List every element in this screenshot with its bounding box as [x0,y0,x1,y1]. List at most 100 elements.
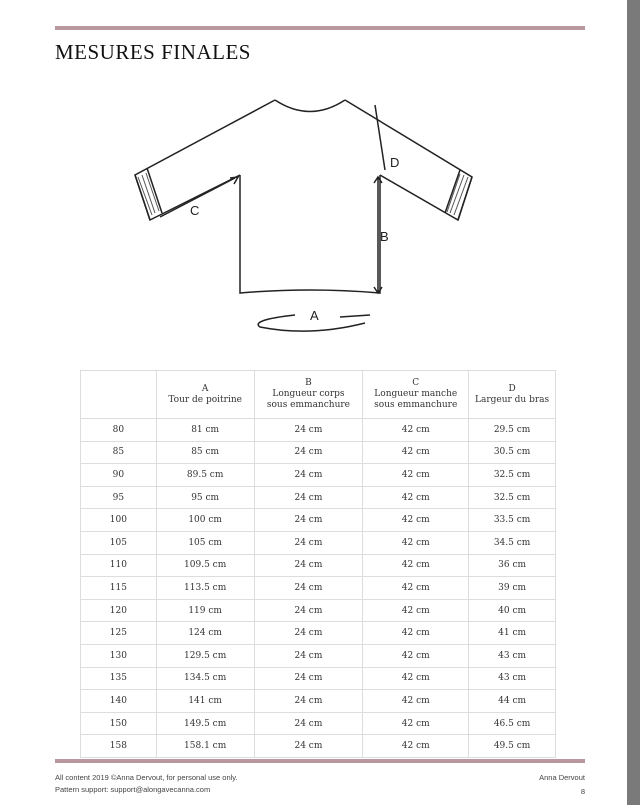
measurement-cell: 32.5 cm [468,463,556,487]
table-row: 110 109.5 cm 24 cm 42 cm 36 cm [80,553,556,578]
label-c: C [190,203,199,218]
measurement-cell: 24 cm [253,598,364,623]
table-row: 130 129.5 cm 24 cm 42 cm 43 cm [80,643,556,668]
table-row: 85 85 cm 24 cm 42 cm 30.5 cm [80,440,556,465]
measurement-cell: 24 cm [253,689,364,713]
measurement-cell: 24 cm [253,666,364,691]
size-cell: 150 [80,711,157,736]
footer-support: Pattern support: support@alongavecanna.c… [55,785,211,794]
measurement-cell: 42 cm [362,576,470,600]
measurement-cell: 32.5 cm [468,485,556,510]
arrow-b [373,175,383,295]
page-number: 8 [580,787,585,796]
footer-author: Anna Dervout [539,773,585,782]
column-header-line2: sous emmanchure [374,400,458,410]
measurement-cell: 42 cm [362,553,470,578]
table-row: 140 141 cm 24 cm 42 cm 44 cm [80,689,556,713]
right-sleeve [344,99,473,222]
size-cell: 135 [80,666,157,691]
measurement-cell: 24 cm [253,530,364,555]
measurement-cell: 42 cm [362,689,470,713]
arrow-a [257,314,366,332]
size-cell: 130 [80,643,157,668]
column-header: C Longueur manche sous emmanchure [362,370,470,419]
measurement-cell: 105 cm [155,530,255,555]
page-title: MESURES FINALES [55,40,251,64]
table-row: 150 149.5 cm 24 cm 42 cm 46.5 cm [80,711,556,736]
measurement-cell: 24 cm [253,463,364,487]
column-header-line1: Tour de poitrine [168,394,242,405]
measurement-cell: 43 cm [468,666,556,691]
measurement-cell: 42 cm [362,734,470,758]
measurement-cell: 42 cm [362,530,470,555]
footer-copyright: All content 2019 ©Anna Dervout, for pers… [55,773,238,782]
measurement-cell: 109.5 cm [155,553,255,578]
measurement-cell: 24 cm [253,508,364,532]
table-row: 90 89.5 cm 24 cm 42 cm 32.5 cm [80,463,556,487]
arrow-d [374,104,386,171]
size-cell: 140 [80,689,157,713]
measurement-cell: 42 cm [362,463,470,487]
column-header: D Largeur du bras [468,370,556,419]
size-cell: 105 [80,530,157,555]
size-cell: 100 [80,508,157,532]
measurement-cell: 113.5 cm [155,576,255,600]
measurement-cell: 49.5 cm [468,734,556,758]
sweater-neckline [274,99,346,113]
measurement-cell: 42 cm [362,440,470,465]
column-header: B Longueur corps sous emmanchure [253,370,364,419]
measurement-cell: 119 cm [155,598,255,623]
table-row: 95 95 cm 24 cm 42 cm 32.5 cm [80,485,556,510]
measurement-cell: 42 cm [362,643,470,668]
measurement-cell: 24 cm [253,576,364,600]
measurement-cell: 124 cm [155,621,255,645]
measurement-cell: 24 cm [253,734,364,758]
size-cell: 95 [80,485,157,510]
measurement-cell: 30.5 cm [468,440,556,465]
sweater-diagram: A B C D [134,99,473,332]
measurement-cell: 40 cm [468,598,556,623]
measurement-cell: 41 cm [468,621,556,645]
measurement-cell: 42 cm [362,485,470,510]
arrow-c [159,176,240,218]
size-cell: 120 [80,598,157,623]
header-divider [55,26,585,30]
size-cell: 115 [80,576,157,600]
column-header-line1: Largeur du bras [474,394,550,405]
measurement-cell: 43 cm [468,643,556,668]
table-row: 135 134.5 cm 24 cm 42 cm 43 cm [80,666,556,691]
measurement-cell: 42 cm [362,418,470,442]
column-header-letter: B [305,378,312,388]
size-cell: 85 [80,440,157,465]
measurement-cell: 85 cm [155,440,255,465]
sweater-body [239,175,381,294]
size-cell: 125 [80,621,157,645]
measurements-table: A Tour de poitrine B Longueur corps sous emm… [80,370,556,758]
size-cell: 110 [80,553,157,578]
table-row: 80 81 cm 24 cm 42 cm 29.5 cm [80,418,556,442]
column-header-line2: sous emmanchure [266,400,350,410]
measurement-cell: 42 cm [362,598,470,623]
measurement-cell: 24 cm [253,643,364,668]
footer-divider [55,759,585,763]
measurement-cell: 100 cm [155,508,255,532]
measurement-cell: 42 cm [362,666,470,691]
measurement-cell: 42 cm [362,508,470,532]
label-d: D [390,155,399,170]
measurement-cell: 24 cm [253,621,364,645]
measurement-cell: 89.5 cm [155,463,255,487]
column-header-letter: C [412,378,420,388]
measurement-cell: 81 cm [155,418,255,442]
table-row: 100 100 cm 24 cm 42 cm 33.5 cm [80,508,556,532]
measurement-cell: 141 cm [155,689,255,713]
column-header: A Tour de poitrine [155,370,255,419]
measurement-cell: 24 cm [253,553,364,578]
table-row: 120 119 cm 24 cm 42 cm 40 cm [80,598,556,623]
table-header-row: A Tour de poitrine B Longueur corps sous emm… [80,370,556,419]
measurement-cell: 24 cm [253,440,364,465]
scrollbar[interactable] [627,0,640,805]
column-header-letter: A [201,383,209,394]
measurement-cell: 29.5 cm [468,418,556,442]
column-header-letter: D [508,383,516,394]
measurement-cell: 42 cm [362,711,470,736]
